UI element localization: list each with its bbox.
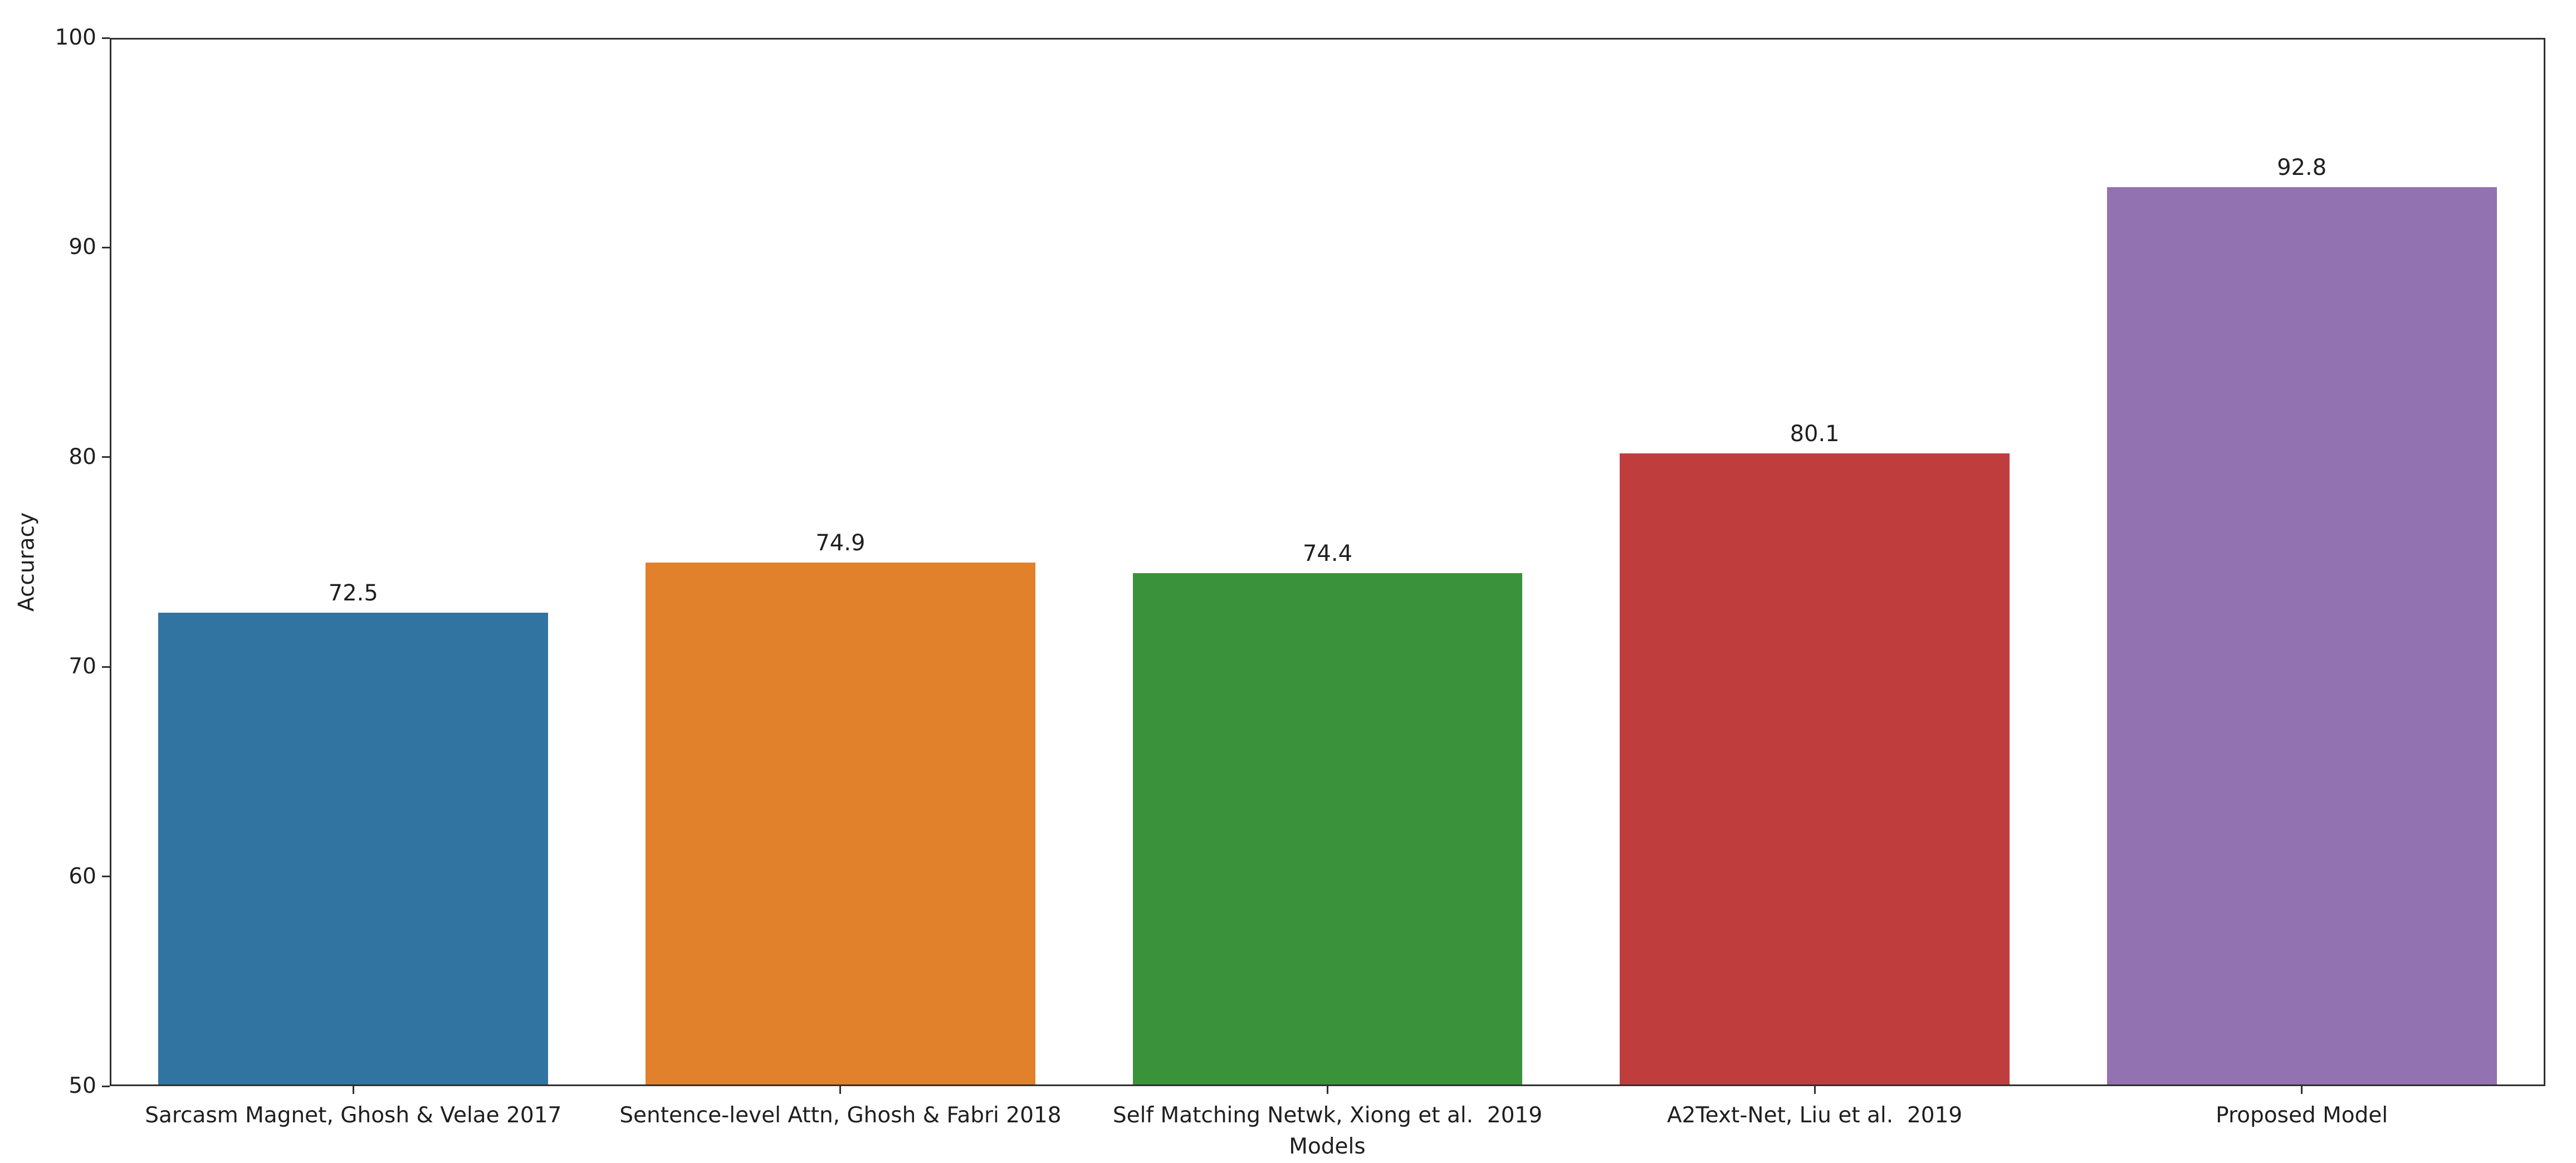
bar-4 <box>1620 453 2010 1084</box>
y-tick-label: 60 <box>69 863 96 889</box>
y-tick-label: 90 <box>69 234 96 260</box>
y-tick-label: 50 <box>69 1073 96 1098</box>
y-tick-mark <box>102 876 110 878</box>
x-tick-mark <box>1327 1086 1328 1094</box>
y-tick-mark <box>102 37 110 39</box>
x-tick-label: A2Text-Net, Liu et al. 2019 <box>1666 1103 1963 1128</box>
bar-value-label: 72.5 <box>328 580 378 607</box>
bar-value-label: 74.9 <box>815 530 866 556</box>
x-tick-mark <box>1814 1086 1816 1094</box>
bar-5 <box>2106 187 2497 1084</box>
x-tick-mark <box>839 1086 842 1094</box>
x-tick-label: Self Matching Netwk, Xiong et al. 2019 <box>1112 1103 1543 1128</box>
bar-value-label: 92.8 <box>2277 155 2327 180</box>
y-tick-label: 80 <box>69 444 96 470</box>
y-tick-label: 100 <box>55 25 96 50</box>
x-tick-label: Sarcasm Magnet, Ghosh & Velae 2017 <box>145 1103 562 1128</box>
y-axis-title: Accuracy <box>14 512 40 612</box>
x-tick-mark <box>2301 1086 2303 1094</box>
x-tick-mark <box>352 1086 354 1094</box>
x-tick-label: Sentence-level Attn, Ghosh & Fabri 2018 <box>619 1103 1062 1128</box>
y-tick-mark <box>102 666 110 668</box>
x-tick-label: Proposed Model <box>2216 1103 2388 1128</box>
bar-value-label: 74.4 <box>1302 540 1353 566</box>
bar-3 <box>1132 573 1523 1084</box>
x-axis-title: Models <box>1289 1134 1366 1159</box>
y-tick-mark <box>102 246 110 248</box>
bar-1 <box>158 613 549 1084</box>
y-tick-mark <box>102 456 110 458</box>
bars-layer <box>111 40 2544 1084</box>
bar-value-label: 80.1 <box>1790 421 1840 447</box>
bar-2 <box>646 562 1035 1084</box>
plot-area <box>110 38 2545 1086</box>
y-tick-label: 70 <box>69 654 96 680</box>
y-tick-mark <box>102 1085 110 1087</box>
